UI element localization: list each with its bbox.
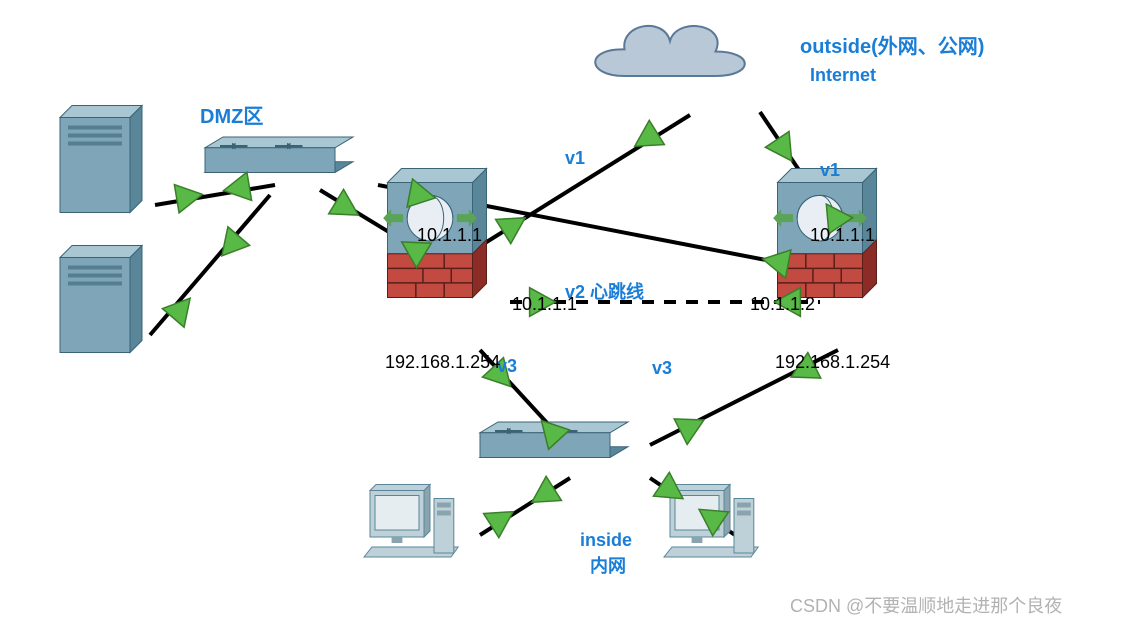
label-fw2_mid_ip: 10.1.1.2 — [750, 294, 815, 315]
server-icon — [60, 106, 142, 213]
label-v1b: v1 — [820, 160, 840, 181]
switch-icon — [205, 137, 353, 173]
label-outside: outside(外网、公网) — [800, 30, 984, 59]
node-layer — [60, 26, 877, 557]
label-inside2: 内网 — [590, 552, 626, 578]
link-status-indicator — [524, 476, 561, 514]
label-fw1_top_ip: 10.1.1.1 — [417, 225, 482, 246]
label-internet: Internet — [810, 65, 876, 86]
link-status-indicator — [674, 407, 710, 444]
link-status-indicator — [221, 172, 251, 204]
label-dmz: DMZ区 — [200, 100, 263, 129]
label-watermark: CSDN @不要温顺地走进那个良夜 — [790, 592, 1062, 618]
label-fw2_top_ip: 10.1.1.1 — [810, 225, 875, 246]
link-server1-switch1 — [155, 185, 275, 205]
cloud-icon — [595, 26, 745, 76]
label-fw2_bot_ip: 192.168.1.254 — [775, 352, 890, 373]
label-v1a: v1 — [565, 148, 585, 169]
link-status-indicator — [162, 289, 201, 327]
link-status-indicator — [765, 131, 803, 169]
link-status-indicator — [329, 189, 366, 227]
pc-icon — [364, 485, 458, 558]
label-fw1_mid_ip: 10.1.1.1 — [512, 294, 577, 315]
link-status-indicator — [484, 500, 521, 538]
label-v3b: v3 — [652, 358, 672, 379]
label-inside1: inside — [580, 530, 632, 551]
label-fw1_bot_ip: 192.168.1.254 — [385, 352, 500, 373]
link-indicator-layer — [162, 120, 852, 537]
link-status-indicator — [174, 180, 204, 212]
server-icon — [60, 246, 142, 353]
link-layer — [150, 112, 850, 535]
diagram-stage: DMZ区outside(外网、公网)Internetv1v1v2 心跳线v3v3… — [0, 0, 1123, 618]
